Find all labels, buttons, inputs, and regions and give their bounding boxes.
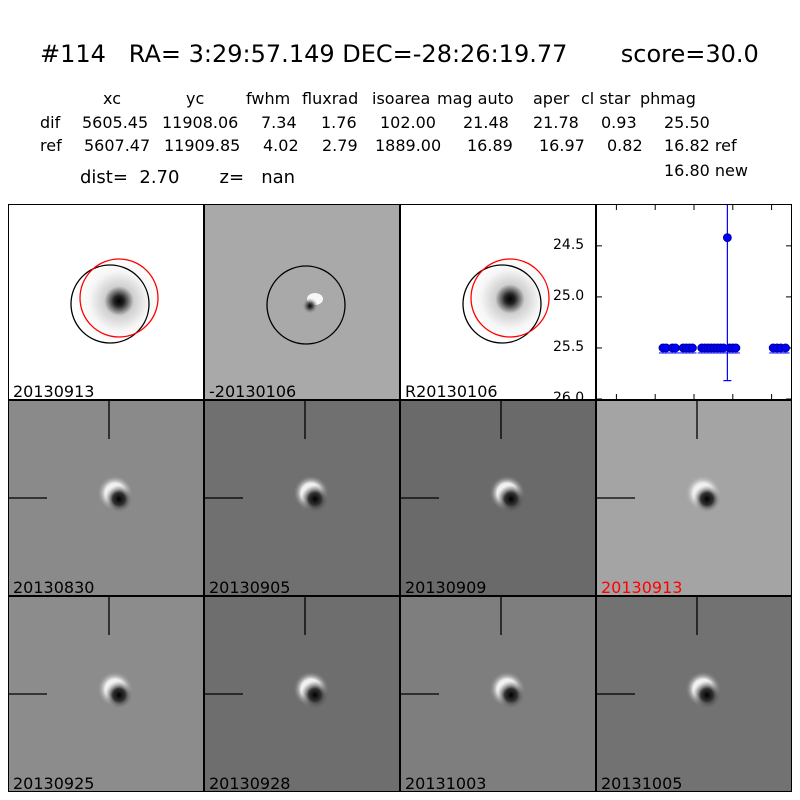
negative-residual [105, 485, 133, 513]
stamp-label: 20130913 [13, 382, 95, 400]
ref-phmag: 16.82 ref [664, 136, 737, 155]
epoch-stamp-panel: 20130925 [8, 596, 204, 792]
dif-fluxrad: 1.76 [321, 113, 357, 132]
stamp-label: 20130909 [405, 578, 487, 596]
ref-fluxrad: 2.79 [322, 136, 358, 155]
epoch-stamp-image [205, 597, 329, 709]
y-tick-label: 25.5 [553, 338, 585, 355]
reference-stamp-image [462, 257, 552, 344]
data-point [670, 343, 680, 353]
col-header-cl-star: cl star [581, 89, 631, 108]
stamp-label: 20130913 [601, 578, 683, 596]
col-header-mag-auto: mag auto [437, 89, 514, 108]
col-header-aper: aper [533, 89, 570, 108]
epoch-stamp-panel: 20130928 [204, 596, 400, 792]
dif-aper: 21.78 [533, 113, 579, 132]
epoch-stamp-image [401, 401, 525, 513]
col-header-fluxrad: fluxrad [302, 89, 359, 108]
epoch-stamp-image [205, 401, 329, 513]
epoch-stamp-panel: 20131003 [400, 596, 596, 792]
negative-residual [301, 485, 329, 513]
epoch-stamp-image [597, 597, 721, 709]
data-point [688, 343, 697, 353]
epoch-stamp-image [597, 401, 721, 513]
negative-residual [497, 681, 525, 709]
light-curve-plot [596, 94, 792, 400]
ref-fwhm: 4.02 [263, 136, 299, 155]
y-tick-label: 25.0 [553, 287, 585, 304]
epoch-stamp-panel: 20130909 [400, 400, 596, 596]
dif-fwhm: 7.34 [261, 113, 297, 132]
epoch-stamp-panel: 20130905 [204, 400, 400, 596]
epoch-stamp-panel: 20131005 [596, 596, 792, 792]
negative-residual [105, 681, 133, 709]
dif-xc: 5605.45 [82, 113, 149, 132]
ref-cl-star: 0.82 [607, 136, 643, 155]
dif-phmag: 25.50 [664, 113, 710, 132]
data-point [722, 233, 732, 243]
light-curve-svg [597, 94, 791, 400]
dif-isoarea: 102.00 [380, 113, 436, 132]
col-header-xc: xc [103, 89, 121, 108]
stamp-label: 20130830 [13, 578, 95, 596]
epoch-stamp-panel: 20130830 [8, 400, 204, 596]
ref-yc: 11909.85 [164, 136, 241, 155]
ref-stamp-image [70, 258, 161, 344]
new-mag: 16.80 new [664, 161, 748, 180]
stamp-panel-reference: R20130106 [400, 204, 596, 400]
row-label-dif: dif [40, 113, 61, 132]
data-point [731, 343, 741, 353]
stamp-bg [205, 205, 399, 399]
black-aperture-circle [70, 264, 150, 344]
stamp-panel-ref-epoch: 20130913 [8, 204, 204, 400]
negative-residual [693, 485, 721, 513]
col-header-fwhm: fwhm [246, 89, 291, 108]
ref-aper: 16.97 [539, 136, 585, 155]
stamp-label: 20131003 [405, 774, 487, 792]
dif-yc: 11908.06 [162, 113, 239, 132]
red-aperture-circle [79, 258, 159, 338]
dif-mag-auto: 21.48 [463, 113, 509, 132]
col-header-yc: yc [186, 89, 205, 108]
black-aperture-circle [462, 264, 542, 344]
red-aperture-circle [470, 258, 550, 338]
diff-stamp-image [205, 205, 399, 399]
stamp-label: 20131005 [601, 774, 683, 792]
dif-cl-star: 0.93 [601, 113, 637, 132]
y-tick-label: 24.5 [553, 236, 585, 253]
epoch-stamp-image [401, 597, 525, 709]
stamp-panel-difference: -20130106 [204, 204, 400, 400]
epoch-stamp-image [9, 401, 133, 513]
black-aperture-circle [266, 265, 346, 345]
row-label-ref: ref [40, 136, 62, 155]
stamp-label: 20130905 [209, 578, 291, 596]
negative-residual [693, 681, 721, 709]
page-title: #114 RA= 3:29:57.149 DEC=-28:26:19.77 sc… [40, 40, 759, 68]
stamp-label: 20130928 [209, 774, 291, 792]
data-point [781, 343, 790, 353]
epoch-stamp-image [9, 597, 133, 709]
col-header-phmag: phmag [640, 89, 696, 108]
col-header-isoarea: isoarea [372, 89, 431, 108]
stamp-label: 20130925 [13, 774, 95, 792]
ref-xc: 5607.47 [84, 136, 151, 155]
ref-mag-auto: 16.89 [467, 136, 513, 155]
epoch-stamp-panel: 20130913 [596, 400, 792, 596]
ref-isoarea: 1889.00 [375, 136, 442, 155]
dist-z-line: dist= 2.70 z= nan [80, 167, 296, 188]
negative-residual [497, 485, 525, 513]
negative-residual [301, 681, 329, 709]
stamp-label: R20130106 [405, 382, 498, 400]
stamp-label: -20130106 [209, 382, 297, 400]
